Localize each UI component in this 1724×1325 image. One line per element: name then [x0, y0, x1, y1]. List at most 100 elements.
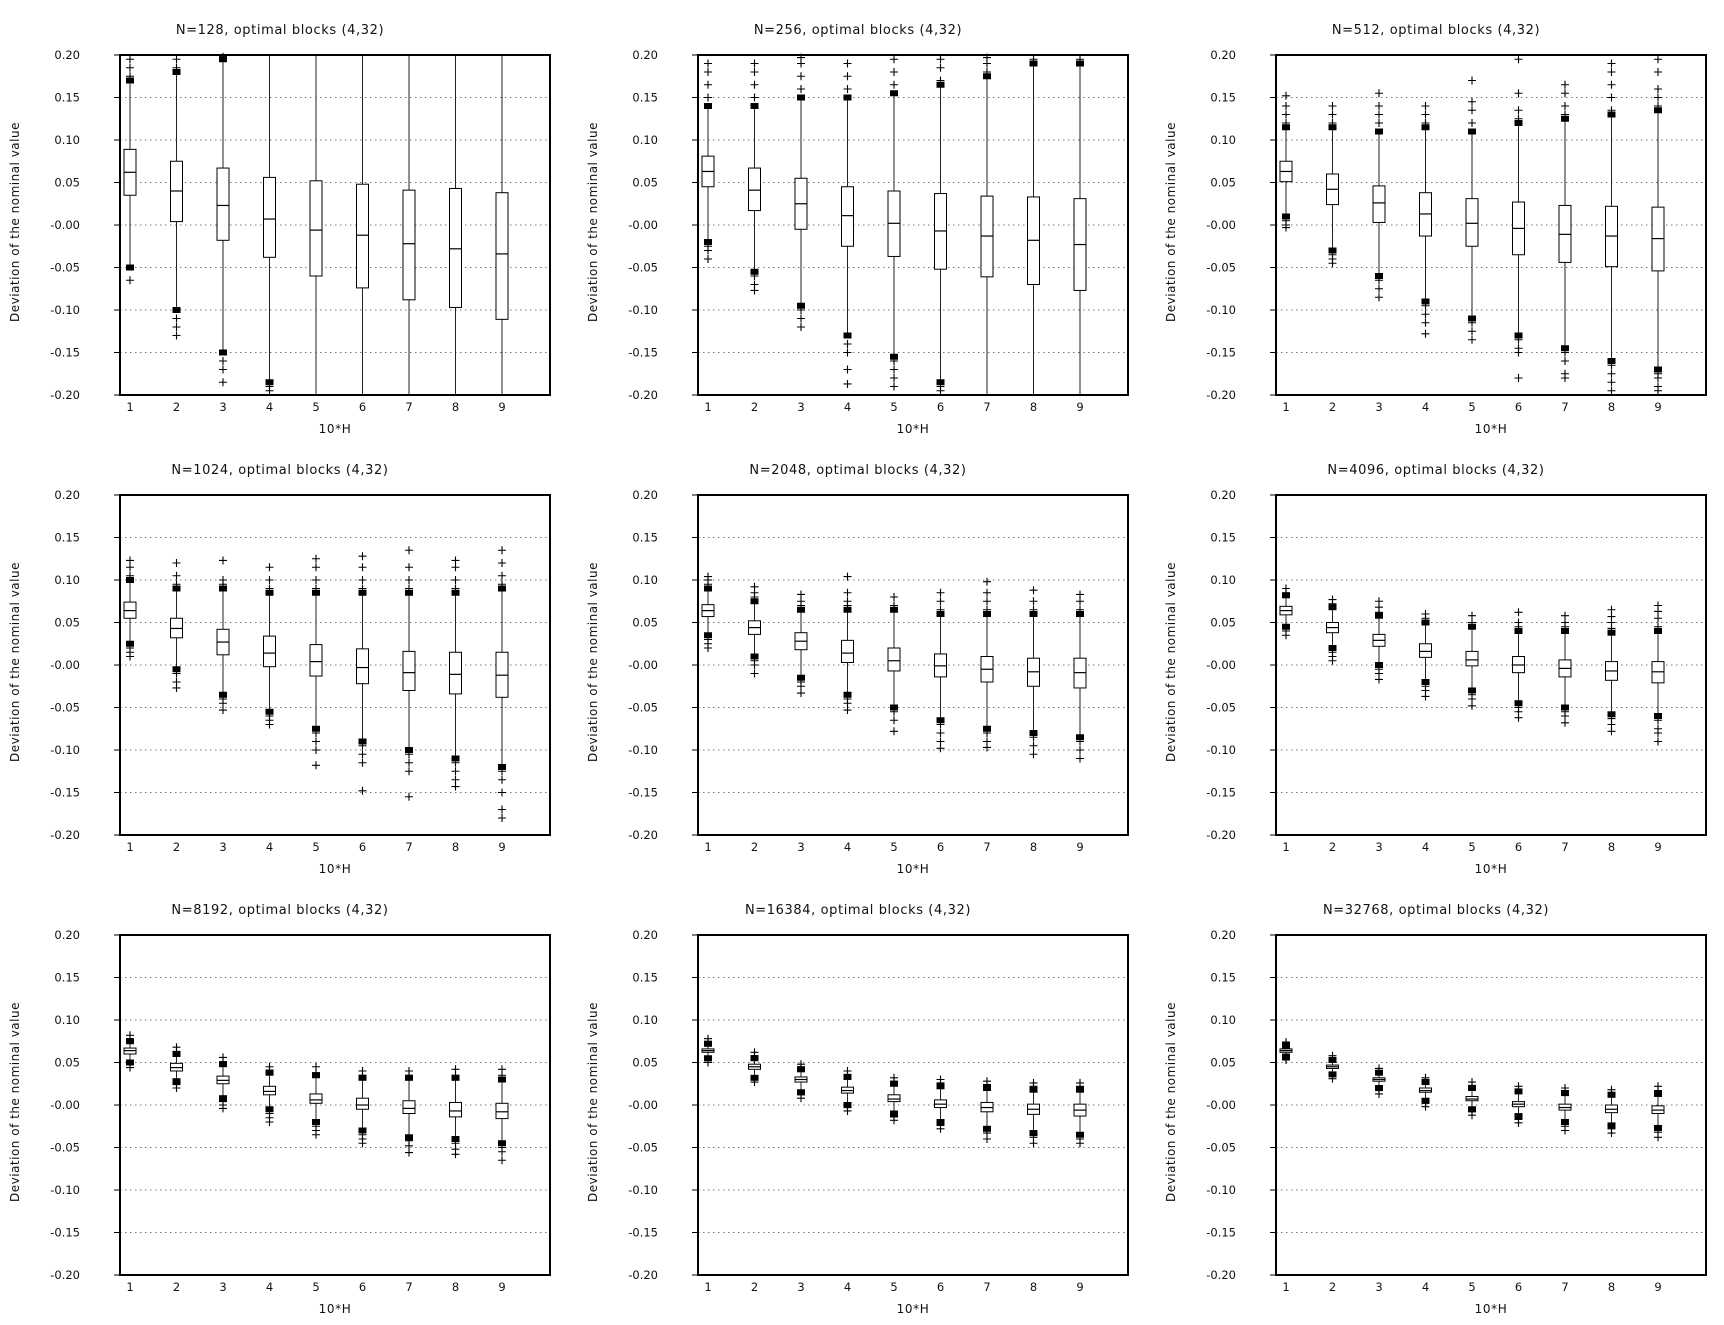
y-tick-label: 0.10: [54, 573, 80, 587]
outlier-cluster: [1282, 1053, 1290, 1060]
outlier-cluster: [1076, 611, 1084, 617]
outlier-marker: [936, 729, 945, 737]
x-tick-label: 7: [983, 1280, 990, 1294]
outlier-cluster: [1076, 60, 1084, 67]
y-tick-label: -0.00: [50, 218, 80, 232]
outlier-marker: [1607, 1129, 1616, 1138]
outlier-cluster: [172, 1078, 181, 1085]
outlier-cluster: [451, 1074, 460, 1081]
outlier-cluster: [1468, 315, 1476, 322]
y-tick-label: 0.05: [54, 176, 80, 190]
outlier-cluster: [704, 103, 712, 109]
x-tick-label: 5: [890, 1280, 897, 1294]
outlier-marker: [1375, 293, 1383, 302]
y-tick-label: 0.15: [54, 971, 80, 985]
outlier-marker: [1561, 618, 1569, 627]
y-tick-label: -0.10: [628, 1183, 658, 1197]
outlier-marker: [797, 72, 805, 81]
outlier-cluster: [1375, 1069, 1383, 1076]
chart-title: N=2048, optimal blocks (4,32): [749, 463, 967, 478]
outlier-cluster: [1607, 358, 1616, 364]
box-item: [449, 55, 462, 395]
x-tick-label: 2: [751, 1280, 758, 1294]
outlier-marker: [890, 55, 898, 64]
outlier-marker: [265, 563, 274, 572]
outlier-marker: [312, 761, 320, 770]
outlier-cluster: [1607, 1122, 1616, 1129]
outlier-marker: [498, 1065, 506, 1074]
outlier-marker: [1654, 614, 1662, 623]
x-axis-label: 10*H: [1474, 862, 1508, 876]
outlier-cluster: [1328, 124, 1337, 131]
outlier-marker: [1607, 378, 1616, 387]
y-tick-label: -0.10: [50, 743, 80, 757]
box: [402, 189, 416, 301]
x-tick-label: 8: [1030, 400, 1037, 414]
outlier-marker: [1282, 631, 1290, 640]
y-tick-label: 0.10: [54, 133, 80, 147]
outlier-cluster: [498, 1140, 506, 1147]
outlier-cluster: [1282, 623, 1290, 630]
outlier-marker: [1328, 595, 1337, 604]
outlier-cluster: [1421, 1097, 1430, 1104]
box-item: [1512, 55, 1525, 382]
y-tick-label: -0.20: [628, 1268, 658, 1282]
outlier-cluster: [1561, 345, 1569, 352]
y-tick-label: -0.10: [1206, 743, 1236, 757]
outlier-marker: [126, 556, 134, 565]
y-tick-label: -0.15: [628, 786, 658, 800]
y-tick-label: 0.10: [1210, 1013, 1236, 1027]
outlier-cluster: [797, 1066, 805, 1073]
y-tick-label: 0.20: [632, 928, 658, 942]
outlier-marker: [797, 590, 805, 599]
outlier-marker: [219, 365, 227, 374]
outlier-marker: [704, 246, 712, 255]
x-tick-label: 3: [1375, 400, 1382, 414]
outlier-marker: [265, 1062, 274, 1071]
outlier-cluster: [1561, 115, 1569, 122]
outlier-cluster: [265, 1106, 274, 1113]
outlier-cluster: [1468, 128, 1476, 135]
box: [402, 1100, 416, 1114]
y-tick-label: 0.10: [1210, 133, 1236, 147]
outlier-marker: [1561, 102, 1569, 110]
outlier-cluster: [983, 1085, 991, 1091]
outlier-marker: [1468, 119, 1476, 127]
outlier-marker: [843, 572, 852, 581]
x-tick-label: 1: [126, 1280, 133, 1294]
box-item: [402, 546, 416, 801]
outlier-cluster: [1514, 628, 1523, 634]
outlier-cluster: [983, 725, 991, 732]
x-tick-label: 2: [173, 840, 180, 854]
x-tick-label: 9: [1654, 1280, 1661, 1294]
outlier-marker: [498, 814, 506, 822]
outlier-cluster: [358, 1127, 367, 1134]
outlier-marker: [312, 1130, 320, 1139]
x-tick-label: 3: [797, 840, 804, 854]
x-tick-label: 1: [704, 1280, 711, 1294]
outlier-cluster: [126, 1059, 134, 1066]
outlier-marker: [1076, 746, 1084, 754]
outlier-marker: [704, 68, 712, 76]
box: [356, 183, 369, 289]
outlier-cluster: [358, 738, 367, 745]
chart-panel: N=256, optimal blocks (4,32) Deviation of…: [578, 15, 1138, 445]
x-tick-label: 3: [1375, 840, 1382, 854]
outlier-marker: [1514, 1118, 1523, 1127]
y-tick-label: 0.20: [1210, 488, 1236, 502]
outlier-cluster: [750, 653, 759, 660]
outlier-marker: [890, 80, 898, 89]
outlier-cluster: [843, 606, 852, 613]
outlier-cluster: [936, 611, 945, 617]
box-item: [1651, 601, 1665, 746]
x-tick-label: 8: [452, 840, 459, 854]
outlier-marker: [1654, 55, 1662, 64]
outlier-marker: [219, 699, 227, 708]
outlier-marker: [1654, 85, 1662, 93]
y-tick-label: 0.05: [1210, 1056, 1236, 1070]
x-tick-label: 7: [405, 400, 412, 414]
y-tick-label: -0.15: [1206, 1226, 1236, 1240]
outlier-marker: [843, 1067, 852, 1075]
box-item: [794, 53, 808, 331]
outlier-marker: [172, 331, 181, 340]
